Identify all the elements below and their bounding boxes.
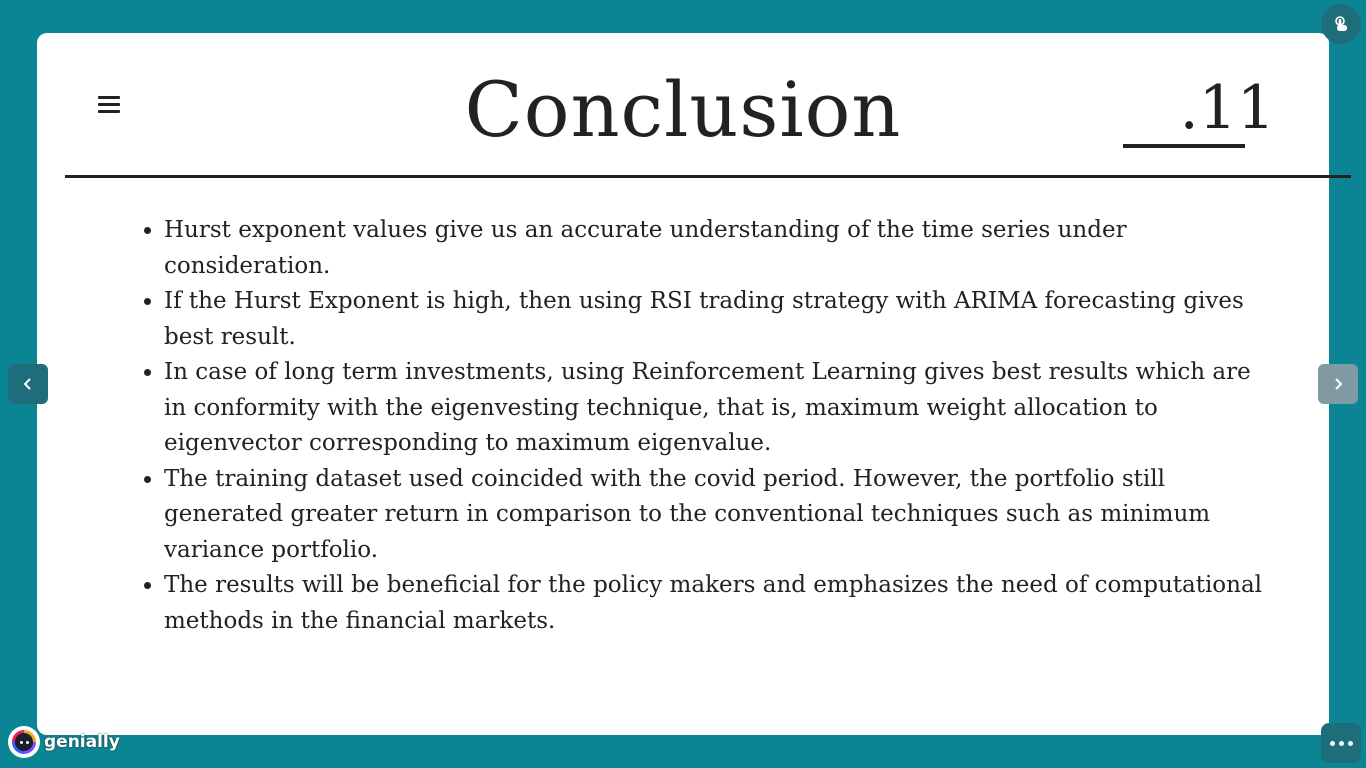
list-item: Hurst exponent values give us an accurat… [164, 213, 1267, 284]
header-divider [65, 175, 1351, 178]
brand-name: genially [44, 732, 120, 752]
touch-interaction-button[interactable] [1321, 4, 1361, 44]
more-options-button[interactable] [1321, 723, 1361, 763]
slide-title: Conclusion [464, 65, 902, 154]
list-item: In case of long term investments, using … [164, 355, 1267, 462]
next-slide-button[interactable] [1318, 364, 1358, 404]
list-item: If the Hurst Exponent is high, then usin… [164, 284, 1267, 355]
genially-brand-link[interactable]: genially [8, 726, 120, 758]
touch-hand-icon [1335, 16, 1347, 31]
chevron-right-icon [1335, 378, 1343, 390]
more-dots-icon [1329, 740, 1353, 746]
hamburger-menu-icon[interactable] [98, 96, 120, 118]
slide-canvas: Conclusion .11 Hurst exponent values giv… [37, 33, 1351, 735]
number-underline [1123, 144, 1245, 148]
chevron-left-icon [23, 378, 31, 390]
list-item: The results will be beneficial for the p… [164, 568, 1267, 639]
slide-number: .11 [1179, 73, 1275, 143]
previous-slide-button[interactable] [8, 364, 48, 404]
conclusion-list: Hurst exponent values give us an accurat… [137, 213, 1267, 639]
genially-logo-icon [8, 726, 40, 758]
list-item: The training dataset used coincided with… [164, 462, 1267, 569]
